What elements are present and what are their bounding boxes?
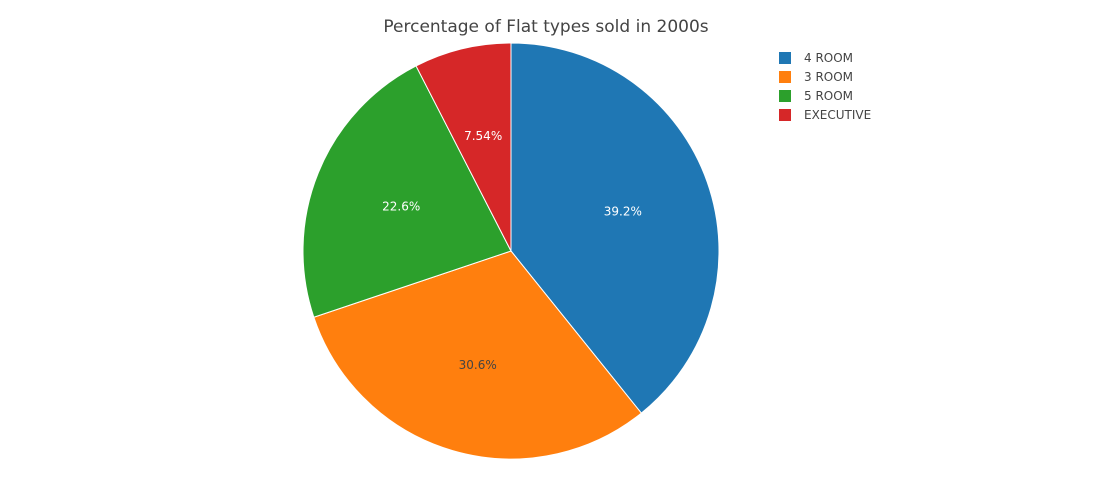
pie-slice-executive[interactable] [415, 42, 512, 252]
legend-swatch-5-room [779, 90, 791, 102]
pie-slice-4-room[interactable] [510, 42, 720, 414]
slice-label-4-room: 39.2% [604, 205, 642, 219]
legend-swatch-3-room [779, 71, 791, 83]
slice-label-executive: 7.54% [464, 129, 502, 143]
pie-slice-5-room[interactable] [302, 65, 512, 318]
pie-slices [302, 42, 720, 460]
slice-label-3-room: 30.6% [459, 358, 497, 372]
pie-slice-labels: 39.2% 30.6% 22.6% 7.54% [382, 129, 642, 372]
slice-label-5-room: 22.6% [382, 199, 420, 213]
legend-label-executive: EXECUTIVE [804, 108, 871, 122]
legend: 4 ROOM 3 ROOM 5 ROOM EXECUTIVE [779, 51, 871, 122]
chart-title: Percentage of Flat types sold in 2000s [383, 17, 708, 37]
legend-item-executive[interactable]: EXECUTIVE [779, 108, 871, 122]
legend-swatch-executive [779, 109, 791, 121]
legend-swatch-4-room [779, 52, 791, 64]
legend-item-5-room[interactable]: 5 ROOM [779, 89, 853, 103]
pie-slice-3-room[interactable] [313, 250, 643, 460]
legend-label-5-room: 5 ROOM [804, 89, 853, 103]
legend-item-4-room[interactable]: 4 ROOM [779, 51, 853, 65]
legend-item-3-room[interactable]: 3 ROOM [779, 70, 853, 84]
legend-label-3-room: 3 ROOM [804, 70, 853, 84]
legend-label-4-room: 4 ROOM [804, 51, 853, 65]
